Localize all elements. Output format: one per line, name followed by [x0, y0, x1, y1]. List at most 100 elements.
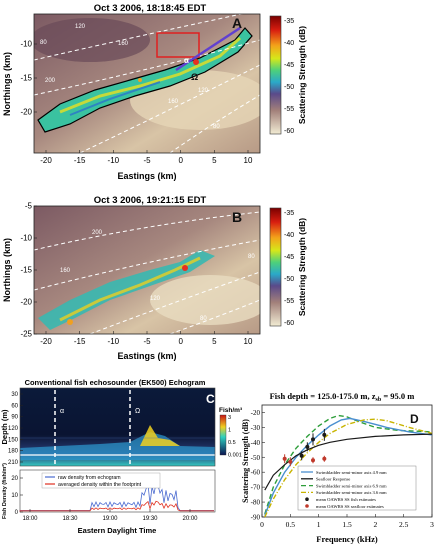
panel-c: Conventional fish echosounder (EK500) Ec…: [0, 378, 243, 535]
legend-d-label: mean OAWRS SS fish estimates: [316, 497, 376, 502]
contour-line: [34, 239, 260, 291]
echogram-y-tick-label: 60: [11, 403, 18, 409]
contour-line: [34, 39, 260, 96]
density-legend-avg: averaged density within the footprint: [58, 482, 142, 488]
series-line-s36: [264, 418, 433, 518]
fish-estimate-point: [299, 453, 304, 458]
seafloor-estimate-point: [322, 456, 327, 461]
legend-d-label: mean OAWRS SS seafloor estimates: [316, 504, 384, 509]
seafloor-estimate-point: [288, 459, 293, 464]
echogram-y-tick-label: 210: [8, 460, 19, 466]
panel-d-title: Fish depth = 125.0-175.0 m, zsb = 95.0 m: [270, 391, 415, 403]
colorbar-a-label: Scattering Strength (dB): [297, 26, 307, 124]
echogram-colorbar-tick: 1: [228, 428, 231, 434]
panel-a-x-tick-label: 10: [244, 156, 253, 165]
panel-d-legend: Swimbladder semi-minor axis 4.9 mm Seaflo…: [297, 465, 417, 511]
plot-d-y-tick-label: -80: [251, 499, 261, 507]
echogram-colorbar-tick: 0.5: [228, 440, 236, 446]
contour-label: 80: [248, 254, 255, 260]
density-x-tick-label: 18:30: [62, 516, 78, 522]
density-avg-line: [19, 500, 214, 512]
contour-line: [89, 271, 260, 334]
marker-omega: Ω: [191, 72, 198, 82]
colorbar-a-tick-label: -35: [284, 18, 294, 25]
colorbar-b-tick-label: -50: [284, 276, 294, 283]
panel-a-y-tick-label: -15: [20, 74, 32, 83]
panel-a-colorbar: -35 -40 -45 -50 -55 -60 Scattering Strength (…: [269, 15, 307, 135]
panel-a: Oct 3 2006, 18:18:45 EDT 200 160 120 80 …: [2, 3, 307, 181]
panel-a-x-tick-label: -20: [40, 156, 52, 165]
panel-c-ylabel-top: Depth (m): [0, 409, 9, 444]
panel-a-title: Oct 3 2006, 18:18:45 EDT: [94, 3, 207, 14]
plot-d-x-tick-label: 3: [430, 520, 434, 529]
echogram-colorbar-tick: 3: [228, 415, 231, 421]
panel-a-x-tick-label: -5: [143, 156, 151, 165]
panel-a-x-tick-label: -10: [108, 156, 120, 165]
contour-line: [169, 299, 260, 334]
plot-d-y-tick-label: -70: [251, 484, 261, 492]
panel-letter-b: B: [232, 209, 242, 225]
density-legend-raw: raw density from echogram: [58, 475, 121, 481]
seafloor-estimate-point: [311, 458, 315, 463]
panel-b-y-tick-label: -25: [20, 330, 32, 339]
contour-line: [79, 64, 260, 153]
panel-d-ylabel: Scattering Strength (dB): [241, 419, 250, 503]
panel-b-axes: -20 -15 -10 -5 0 5 10 -5 -10 -15 -20 -25: [20, 202, 253, 346]
plot-d-y-tick-label: -30: [251, 424, 261, 432]
panel-letter-c: C: [206, 392, 215, 406]
colorbar-a-tick-label: -40: [284, 40, 294, 47]
panel-a-y-tick-label: -10: [20, 40, 32, 49]
echogram-colorbar: Fish/m³ 3 1 0.5 0.001: [219, 407, 243, 459]
colorbar-b-tick-label: -55: [284, 298, 294, 305]
panel-b-x-tick-label: 10: [244, 337, 253, 346]
panel-a-x-tick-label: -15: [74, 156, 86, 165]
plot-d-y-tick-label: -60: [251, 469, 261, 477]
contour-line: [169, 94, 260, 153]
panel-b-x-tick-label: -15: [74, 337, 86, 346]
panel-b-ylabel: Northings (km): [2, 238, 12, 302]
legend-d-label: Swimbladder semi-minor axis 6.9 mm: [316, 483, 387, 488]
ship-track: [175, 26, 241, 72]
legend-d-label: Seafloor Response: [316, 477, 350, 482]
legend-d-label: Swimbladder semi-minor axis 3.6 mm: [316, 490, 387, 495]
echogram-colorbar-unit: Fish/m³: [219, 407, 243, 414]
colorbar-b-tick-label: -60: [284, 320, 294, 327]
contour-label: 200: [92, 230, 103, 236]
panel-a-ylabel: Northings (km): [2, 52, 12, 116]
echogram-y-tick-label: 30: [11, 392, 18, 398]
colorbar-a-tick-label: -50: [284, 84, 294, 91]
plot-d-x-tick-label: 0.5: [286, 520, 296, 529]
plot-d-x-tick-label: 1.5: [342, 520, 352, 529]
panel-b-y-tick-label: -20: [20, 298, 32, 307]
density-axes: 20 10 018:00 18:30 19:00 19:30 20:00: [11, 476, 198, 522]
colorbar-a-tick-label: -60: [284, 128, 294, 135]
density-y-tick-label: 0: [15, 510, 19, 516]
plot-d-y-tick-label: -50: [251, 454, 261, 462]
legend-d-label: Swimbladder semi-minor axis 4.9 mm: [316, 470, 387, 475]
density-y-tick-label: 10: [11, 493, 18, 499]
contour-label: 160: [168, 99, 179, 105]
panel-b-title: Oct 3 2006, 19:21:15 EDT: [94, 195, 207, 206]
legend-d-marker: [305, 504, 309, 508]
density-x-tick-label: 19:30: [142, 516, 158, 522]
echogram-axes: 30 60 90 120 150 180 210: [8, 392, 23, 466]
plot-d-y-tick-label: -90: [251, 514, 261, 522]
plot-d-x-tick-label: 1: [317, 520, 321, 529]
colorbar-b-tick-label: -45: [284, 254, 294, 261]
fish-estimate-point: [311, 437, 315, 442]
fish-estimate-point: [305, 444, 310, 449]
echogram-y-tick-label: 150: [8, 437, 19, 443]
series-line-s49: [264, 417, 433, 516]
contour-label: 120: [198, 88, 209, 94]
colorbar-b-tick-label: -40: [284, 232, 294, 239]
colorbar-a-tick-label: -45: [284, 62, 294, 69]
panel-c-xlabel: Eastern Daylight Time: [78, 526, 157, 535]
region-box: [156, 32, 200, 58]
panel-c-title: Conventional fish echosounder (EK500) Ec…: [25, 378, 206, 387]
panel-d-title-main: Fish depth = 125.0-175.0 m, z: [270, 391, 376, 401]
panel-b-y-tick-label: -10: [20, 234, 32, 243]
contour-label: 80: [200, 316, 207, 322]
panel-c-ylabel-bottom: Fish Density (fish/m²): [1, 463, 8, 519]
seafloor-estimate-point: [282, 456, 287, 461]
